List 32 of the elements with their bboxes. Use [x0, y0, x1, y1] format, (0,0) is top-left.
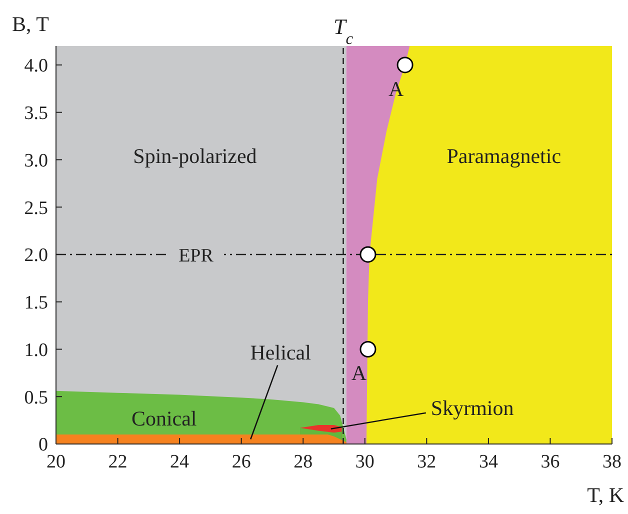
y-tick-label: 1.0 — [24, 340, 48, 361]
point — [396, 56, 414, 74]
y-tick-label: 3.0 — [24, 150, 48, 172]
ref-line-label: T$_{c}$ — [333, 14, 354, 48]
x-tick-label: 34 — [478, 451, 498, 472]
text: Helical — [250, 340, 312, 364]
y-tick-label: 2.0 — [24, 245, 48, 266]
x-tick-label: 26 — [232, 451, 251, 472]
point — [360, 246, 376, 263]
x-tick-label: 30 — [355, 451, 374, 472]
y-tick-label: 3.5 — [24, 103, 48, 124]
annotation: A — [351, 361, 368, 386]
point — [360, 340, 376, 358]
x-tick-label: 20 — [46, 451, 66, 472]
y-tick-label: 0.5 — [24, 387, 48, 408]
series-label: Spin-polarized — [133, 144, 258, 168]
y-tick-label: 4.0 — [24, 56, 48, 77]
x-tick-label: 32 — [417, 451, 436, 472]
x-tick-label: 24 — [170, 451, 190, 472]
text: Skyrmion — [430, 396, 514, 420]
x-tick-label: 36 — [540, 451, 560, 472]
y-tick-label: 0 — [38, 434, 48, 456]
x-tick-label: 38 — [602, 451, 622, 472]
ref-line-label: EPR — [178, 245, 214, 266]
series-label: Paramagnetic — [446, 144, 562, 168]
x-tick-label: 22 — [108, 451, 128, 472]
y-tick-label: 1.5 — [24, 292, 48, 314]
x-axis-title: T, K — [587, 483, 624, 507]
x-tick-label: 28 — [294, 451, 313, 472]
y-axis-title: B, T — [12, 12, 49, 36]
y-tick-label: 2.5 — [24, 198, 48, 219]
series-label: Conical — [131, 406, 197, 430]
